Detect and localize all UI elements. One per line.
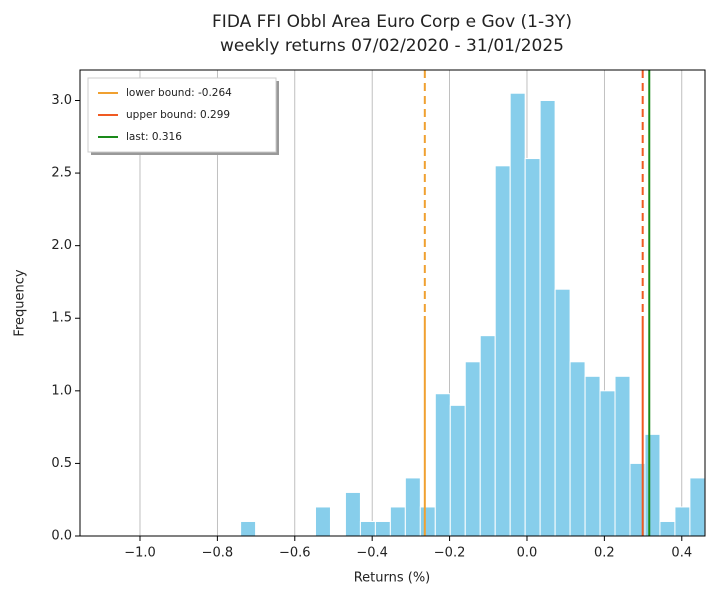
bar <box>644 433 661 537</box>
chart-title: FIDA FFI Obbl Area Euro Corp e Gov (1-3Y… <box>212 12 572 32</box>
legend-label: lower bound: -0.264 <box>126 87 232 99</box>
bar <box>599 390 616 537</box>
bar <box>359 520 376 537</box>
x-tick-label: −1.0 <box>124 546 156 561</box>
bar <box>344 491 361 537</box>
bar <box>419 506 436 537</box>
x-tick-label: −0.8 <box>202 546 234 561</box>
bar <box>240 520 257 537</box>
bar <box>674 506 691 537</box>
bar <box>539 99 556 537</box>
plot-frame <box>79 69 706 537</box>
bar <box>434 393 451 537</box>
legend-label: upper bound: 0.299 <box>126 109 230 121</box>
legend-box <box>87 77 277 153</box>
x-axis-label: Returns (%) <box>354 571 431 586</box>
bar <box>584 375 601 537</box>
x-tick-label: −0.6 <box>279 546 311 561</box>
x-tick-label: 0.0 <box>517 546 538 561</box>
bar <box>524 158 541 537</box>
bar <box>479 335 496 537</box>
y-axis-label: Frequency <box>13 269 28 336</box>
y-tick-label: 1.0 <box>51 383 72 398</box>
bar <box>374 520 391 537</box>
y-tick-label: 0.5 <box>51 456 72 471</box>
x-tick-label: −0.2 <box>434 546 466 561</box>
bar <box>449 404 466 537</box>
chart-subtitle: weekly returns 07/02/2020 - 31/01/2025 <box>220 36 564 56</box>
bar <box>689 477 706 537</box>
y-tick-label: 1.5 <box>51 311 72 326</box>
x-tick-label: 0.2 <box>594 546 615 561</box>
bar <box>554 288 571 537</box>
bar <box>569 361 586 537</box>
bar <box>494 165 511 537</box>
legend-label: last: 0.316 <box>126 131 182 143</box>
y-tick-label: 0.0 <box>51 529 72 544</box>
y-tick-label: 3.0 <box>51 93 72 108</box>
legend: lower bound: -0.264 upper bound: 0.299 las… <box>87 77 279 155</box>
bar <box>659 520 676 537</box>
x-tick-label: 0.4 <box>671 546 692 561</box>
y-tick-label: 2.0 <box>51 238 72 253</box>
bar <box>314 506 331 537</box>
bar <box>464 361 481 537</box>
bar <box>389 506 406 537</box>
bar <box>404 477 421 537</box>
x-tick-label: −0.4 <box>356 546 388 561</box>
bar <box>614 375 631 537</box>
bar <box>509 92 526 537</box>
y-tick-label: 2.5 <box>51 166 72 181</box>
